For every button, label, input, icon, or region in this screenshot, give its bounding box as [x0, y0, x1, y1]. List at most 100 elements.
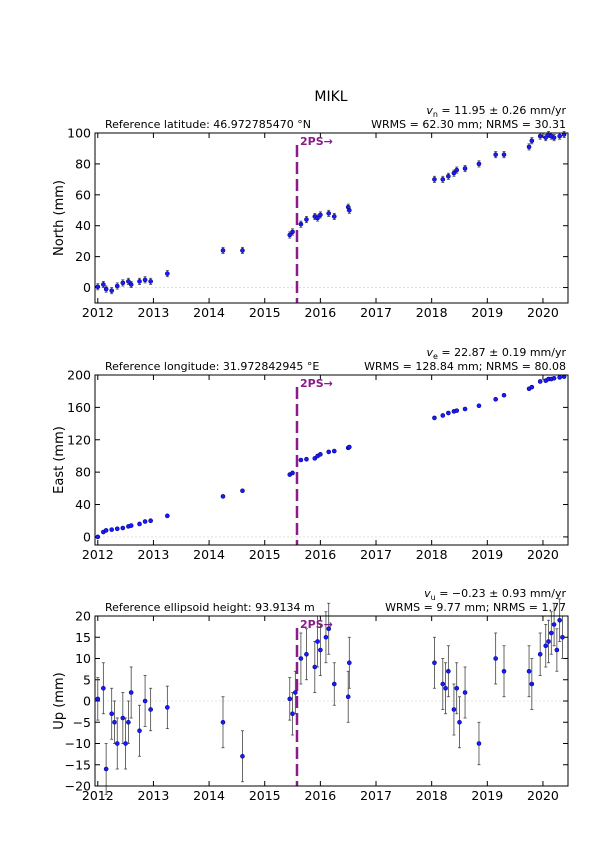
data-point — [551, 622, 557, 627]
annotation-left: Reference longitude: 31.972842945 °E — [105, 360, 319, 373]
data-point — [493, 396, 498, 402]
y-tick-label: −5 — [73, 715, 91, 730]
data-point — [326, 211, 332, 216]
plot-frame — [94, 374, 569, 546]
velocity-subscript: n — [433, 110, 438, 119]
data-point — [220, 494, 226, 499]
data-point — [126, 719, 131, 725]
data-point — [347, 660, 352, 666]
y-tick-label: 120 — [67, 432, 91, 447]
x-tick-label: 2019 — [471, 547, 503, 562]
data-point — [114, 283, 120, 289]
data-point — [345, 694, 351, 700]
data-point — [95, 534, 101, 540]
data-point — [446, 668, 451, 674]
x-tick-label: 2014 — [193, 788, 225, 803]
velocity-symbol: v — [426, 104, 433, 117]
data-point — [526, 144, 532, 150]
y-axis-label: Up (mm) — [52, 672, 67, 729]
data-point — [537, 379, 543, 384]
data-point — [501, 152, 507, 157]
data-point — [557, 375, 562, 380]
data-point — [443, 685, 448, 691]
data-point — [298, 457, 304, 463]
x-tick-label: 2012 — [82, 788, 114, 803]
x-tick-label: 2020 — [527, 547, 559, 562]
x-tick-label: 2017 — [360, 547, 392, 562]
data-point — [551, 135, 557, 140]
data-point — [240, 488, 245, 494]
data-point — [537, 651, 543, 657]
x-tick-label: 2020 — [527, 788, 559, 803]
data-point — [546, 639, 551, 644]
x-tick-label: 2019 — [471, 305, 503, 320]
data-point — [148, 707, 153, 712]
data-point — [165, 271, 170, 276]
velocity-text: vu = −0.23 ± 0.93 mm/yr — [424, 587, 566, 602]
x-tick-label: 2012 — [82, 305, 114, 320]
data-point — [476, 403, 482, 409]
rms-text: WRMS = 62.30 mm; NRMS = 30.31 — [371, 118, 566, 131]
y-tick-label: 200 — [67, 368, 91, 383]
data-point — [557, 133, 562, 139]
data-point — [560, 634, 565, 640]
data-point — [476, 741, 482, 746]
data-point — [432, 660, 437, 666]
y-tick-label: 20 — [75, 249, 91, 264]
y-tick-label: 0 — [83, 529, 91, 544]
data-point — [148, 279, 153, 284]
x-tick-label: 2016 — [304, 547, 336, 562]
data-point — [165, 513, 170, 519]
velocity-subscript: e — [433, 352, 438, 361]
data-point — [220, 719, 226, 725]
data-point — [315, 639, 320, 644]
data-point — [318, 452, 323, 457]
data-point — [549, 630, 554, 636]
data-point — [476, 161, 482, 167]
rms-text: WRMS = 9.77 mm; NRMS = 1.77 — [385, 601, 566, 614]
data-point — [451, 707, 457, 712]
data-point — [304, 456, 309, 462]
velocity-value: = 22.87 ± 0.19 mm/yr — [438, 346, 567, 359]
data-point — [446, 410, 451, 416]
data-point — [440, 413, 446, 418]
data-point — [347, 444, 352, 450]
x-tick-label: 2012 — [82, 547, 114, 562]
event-label: 2PS→ — [300, 377, 333, 390]
y-tick-label: 100 — [67, 126, 91, 141]
x-tick-label: 2018 — [416, 547, 448, 562]
data-point — [501, 668, 507, 674]
data-point — [446, 173, 451, 179]
data-point — [137, 279, 142, 284]
event-label: 2PS→ — [300, 135, 333, 148]
y-tick-label: 10 — [75, 651, 91, 666]
event-label: 2PS→ — [300, 618, 333, 631]
data-point — [114, 526, 120, 532]
data-point — [298, 221, 304, 227]
y-tick-label: 20 — [75, 609, 91, 624]
data-point — [137, 728, 142, 734]
velocity-text: vn = 11.95 ± 0.26 mm/yr — [426, 104, 566, 119]
data-point — [128, 523, 134, 528]
data-point — [326, 626, 332, 632]
data-point — [304, 217, 309, 222]
data-point — [432, 177, 437, 182]
data-point — [501, 392, 507, 398]
data-point — [287, 696, 293, 702]
x-tick-label: 2014 — [193, 305, 225, 320]
data-point — [240, 753, 245, 759]
rms-text: WRMS = 128.84 mm; NRMS = 80.08 — [364, 360, 566, 373]
data-point — [331, 681, 337, 687]
data-point — [462, 690, 468, 695]
data-point — [454, 685, 460, 691]
data-point — [551, 375, 557, 381]
x-tick-label: 2015 — [249, 547, 281, 562]
y-tick-label: −10 — [65, 736, 91, 751]
data-point — [120, 525, 126, 531]
data-point — [440, 177, 446, 182]
data-point — [128, 690, 134, 695]
data-point — [165, 705, 170, 710]
data-point — [142, 277, 148, 283]
data-point — [109, 711, 114, 717]
x-tick-label: 2016 — [304, 788, 336, 803]
